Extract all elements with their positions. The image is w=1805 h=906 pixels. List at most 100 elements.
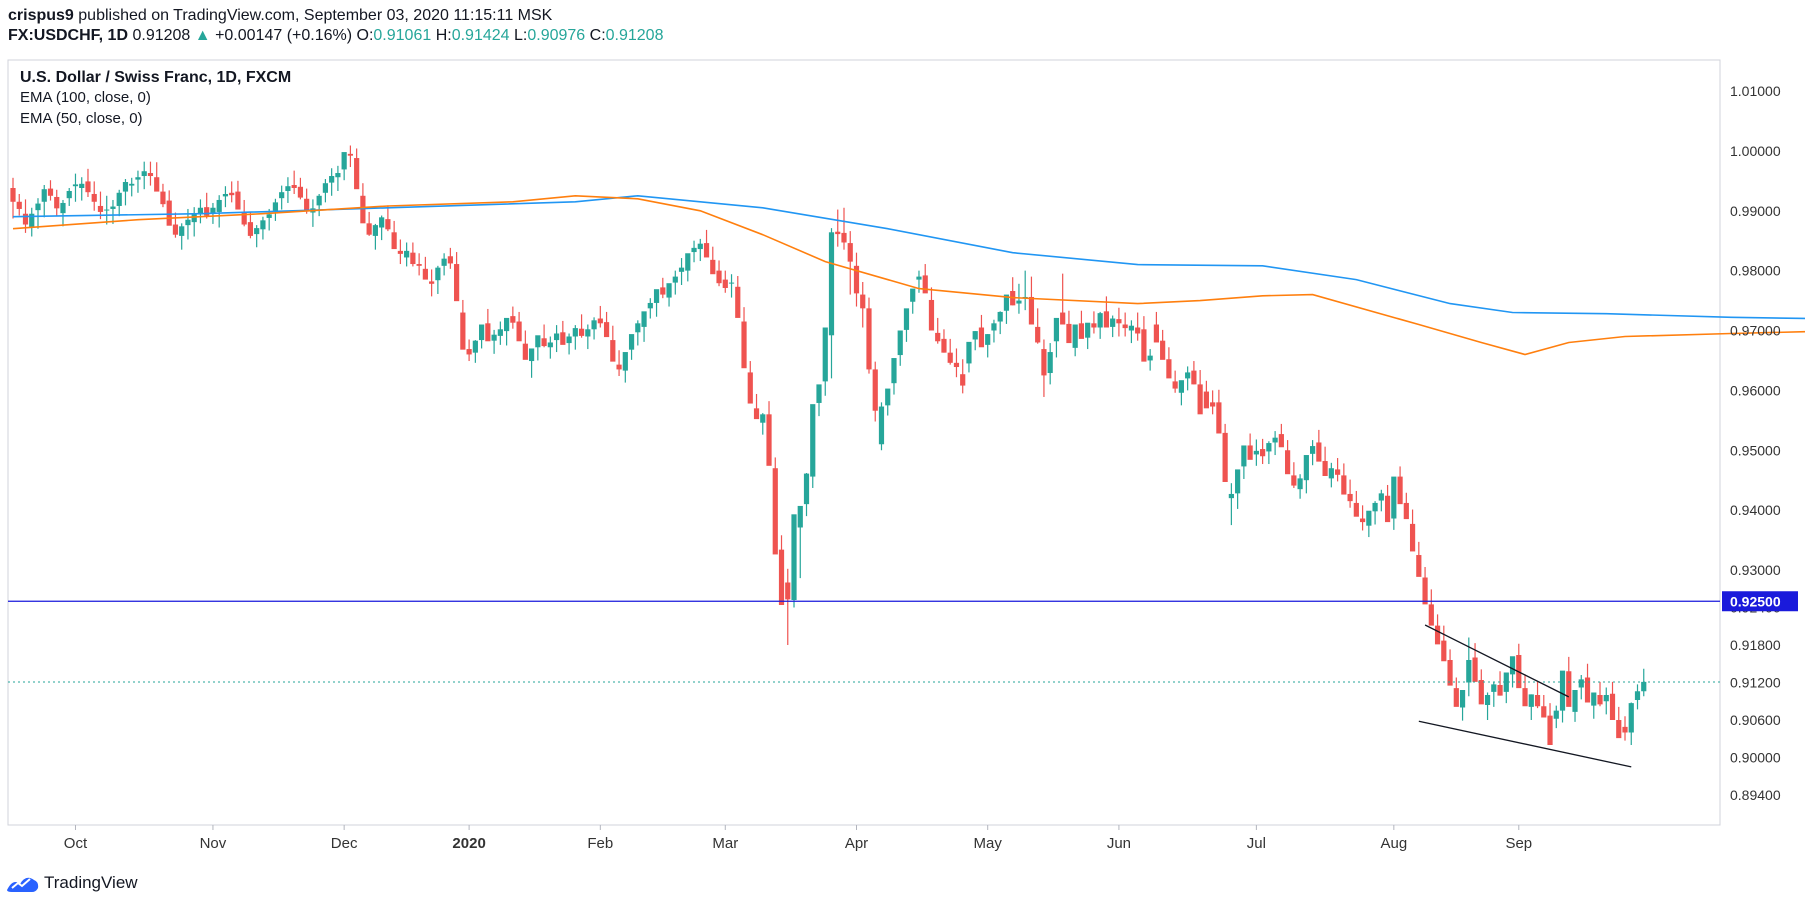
candle[interactable]	[1285, 440, 1291, 475]
candle[interactable]	[966, 341, 972, 373]
candle[interactable]	[1085, 322, 1091, 350]
candle[interactable]	[897, 330, 903, 366]
candle[interactable]	[154, 162, 160, 192]
candle[interactable]	[835, 209, 841, 247]
candle[interactable]	[1441, 625, 1447, 662]
candle[interactable]	[653, 289, 660, 317]
candle[interactable]	[247, 211, 254, 239]
candle[interactable]	[785, 568, 791, 645]
candle[interactable]	[116, 189, 122, 217]
candle[interactable]	[878, 402, 885, 451]
candle[interactable]	[472, 340, 478, 363]
candle[interactable]	[1503, 672, 1509, 704]
candle[interactable]	[635, 320, 641, 346]
candle[interactable]	[691, 240, 697, 263]
candle[interactable]	[1035, 308, 1041, 344]
candle[interactable]	[541, 324, 547, 348]
candle[interactable]	[10, 177, 16, 219]
price-axis[interactable]: 1.01000 1.00000 0.99000 0.98000 0.97000 0.960…	[1722, 83, 1798, 803]
candle[interactable]	[404, 242, 410, 267]
candle[interactable]	[847, 231, 853, 295]
candle[interactable]	[435, 265, 441, 294]
candle[interactable]	[660, 277, 666, 299]
candle[interactable]	[1210, 390, 1216, 415]
candle[interactable]	[1391, 476, 1397, 530]
candle[interactable]	[822, 327, 828, 396]
candle[interactable]	[860, 282, 866, 328]
candle[interactable]	[1291, 462, 1297, 488]
time-axis[interactable]: Oct Nov Dec 2020 Feb Mar Apr May Jun Jul Aug Sep	[64, 825, 1532, 852]
candle[interactable]	[891, 358, 897, 395]
candle[interactable]	[1160, 329, 1166, 360]
candle[interactable]	[1397, 466, 1403, 505]
candle[interactable]	[991, 319, 997, 343]
candle[interactable]	[454, 252, 460, 302]
candle[interactable]	[1491, 681, 1497, 707]
candle[interactable]	[47, 180, 54, 201]
candle[interactable]	[1609, 681, 1616, 720]
legend-ema50[interactable]: EMA (50, close, 0)	[20, 110, 143, 127]
author-name[interactable]: crispus9	[8, 7, 74, 24]
candle[interactable]	[329, 168, 335, 196]
candle[interactable]	[697, 238, 703, 262]
candle[interactable]	[1334, 458, 1341, 482]
candle[interactable]	[603, 311, 610, 338]
candle[interactable]	[1522, 674, 1528, 707]
candle[interactable]	[1528, 694, 1534, 720]
candle[interactable]	[922, 264, 928, 294]
candle[interactable]	[578, 314, 585, 338]
candle[interactable]	[241, 199, 247, 227]
candle[interactable]	[1016, 283, 1022, 314]
candle[interactable]	[753, 393, 760, 420]
candle[interactable]	[1141, 316, 1147, 362]
candle[interactable]	[1278, 423, 1284, 448]
candle[interactable]	[816, 384, 822, 417]
candle[interactable]	[1028, 276, 1035, 325]
candle[interactable]	[1153, 311, 1160, 343]
candle[interactable]	[1616, 706, 1622, 739]
candle[interactable]	[516, 311, 522, 342]
candle[interactable]	[79, 177, 85, 201]
candle[interactable]	[372, 223, 378, 250]
candle[interactable]	[1403, 492, 1409, 520]
candle[interactable]	[503, 317, 510, 346]
candle[interactable]	[610, 325, 616, 362]
candle[interactable]	[222, 186, 229, 208]
candle[interactable]	[972, 331, 978, 351]
candle[interactable]	[666, 283, 672, 307]
candle[interactable]	[841, 207, 847, 250]
candle[interactable]	[1185, 366, 1191, 391]
candle[interactable]	[1091, 311, 1097, 334]
candle[interactable]	[1353, 490, 1359, 517]
candle[interactable]	[1434, 614, 1441, 645]
candle[interactable]	[1603, 687, 1609, 715]
candle[interactable]	[1047, 343, 1053, 385]
candle[interactable]	[1253, 439, 1259, 466]
candle[interactable]	[647, 298, 653, 319]
candle[interactable]	[1003, 294, 1010, 324]
candle[interactable]	[441, 253, 447, 276]
candle[interactable]	[1597, 681, 1603, 707]
candle[interactable]	[485, 308, 491, 342]
legend-ema100[interactable]: EMA (100, close, 0)	[20, 89, 151, 106]
candle[interactable]	[1322, 446, 1328, 476]
candle[interactable]	[60, 199, 66, 227]
candle[interactable]	[110, 199, 116, 224]
candle[interactable]	[1297, 474, 1303, 499]
candle[interactable]	[985, 334, 991, 358]
candle[interactable]	[1241, 445, 1247, 479]
candle[interactable]	[1097, 311, 1103, 339]
candle[interactable]	[429, 269, 435, 297]
candle[interactable]	[1310, 440, 1316, 466]
candle[interactable]	[1303, 455, 1309, 494]
candle[interactable]	[1634, 684, 1641, 710]
candle[interactable]	[1053, 317, 1060, 358]
candle[interactable]	[1147, 349, 1153, 371]
candle[interactable]	[1041, 339, 1047, 397]
candle[interactable]	[91, 181, 97, 211]
candle[interactable]	[1191, 361, 1197, 385]
candle[interactable]	[722, 270, 728, 293]
candle[interactable]	[1228, 483, 1234, 526]
candle[interactable]	[41, 185, 47, 218]
candle[interactable]	[1122, 312, 1128, 337]
